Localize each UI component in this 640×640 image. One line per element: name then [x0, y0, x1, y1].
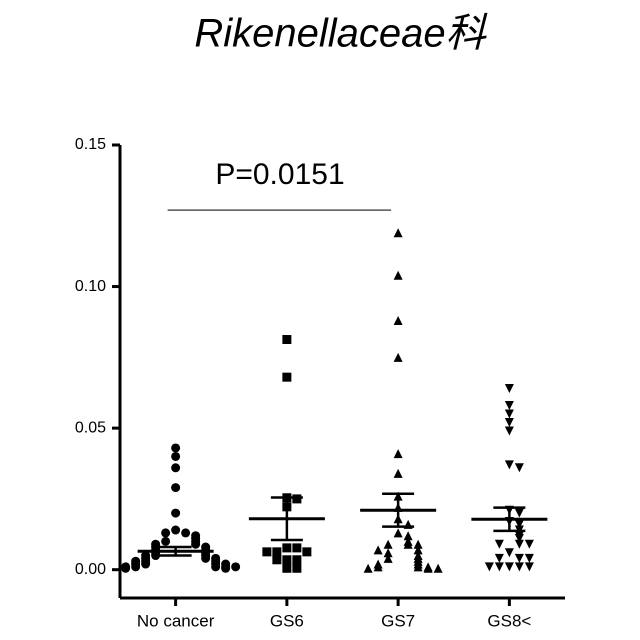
y-tick-label: 0.10 [75, 278, 106, 295]
point [394, 228, 403, 237]
point [505, 384, 514, 393]
point [221, 564, 230, 573]
point [525, 554, 534, 563]
point [384, 540, 393, 549]
point [282, 373, 291, 382]
point [282, 555, 291, 564]
point [515, 562, 524, 571]
point [495, 554, 504, 563]
point [171, 443, 180, 452]
point [394, 316, 403, 325]
point [171, 526, 180, 535]
point [515, 540, 524, 549]
point [181, 528, 190, 537]
point [161, 528, 170, 537]
point [394, 449, 403, 458]
point [434, 564, 443, 573]
point [394, 469, 403, 478]
point [515, 509, 524, 518]
point [525, 562, 534, 571]
point [131, 562, 140, 571]
point [211, 562, 220, 571]
point [292, 555, 301, 564]
point [495, 562, 504, 571]
point [394, 353, 403, 362]
point [495, 540, 504, 549]
point [231, 562, 240, 571]
point [505, 418, 514, 427]
point [171, 452, 180, 461]
point [515, 554, 524, 563]
point [121, 564, 130, 573]
point [171, 509, 180, 518]
point [171, 463, 180, 472]
x-tick-label: GS7 [381, 611, 415, 630]
y-tick-label: 0.00 [75, 561, 106, 578]
point [515, 463, 524, 472]
point [171, 483, 180, 492]
point [394, 528, 403, 537]
point [505, 562, 514, 571]
point [302, 547, 311, 556]
point [505, 409, 514, 418]
point [141, 560, 150, 569]
point [282, 335, 291, 344]
x-tick-label: GS6 [270, 611, 304, 630]
chart: Rikenellaceae科 P=0.0151 0.00 0.05 0.10 0.15… [0, 0, 640, 640]
point [374, 545, 383, 554]
point [364, 564, 373, 573]
annotation: P=0.0151 [215, 158, 344, 191]
point [292, 543, 301, 552]
point [272, 547, 281, 556]
point [525, 540, 534, 549]
point [262, 547, 271, 556]
point [201, 554, 210, 563]
point [282, 543, 291, 552]
point [505, 401, 514, 410]
point [282, 564, 291, 573]
point [272, 555, 281, 564]
point [424, 564, 433, 573]
x-tick-label: GS8< [487, 611, 531, 630]
y-tick-label: 0.15 [75, 136, 106, 153]
point [292, 494, 301, 503]
point [292, 564, 301, 573]
point [505, 548, 514, 557]
point [505, 460, 514, 469]
point [394, 271, 403, 280]
chart-title: Rikenellaceae科 [194, 12, 487, 56]
point [191, 540, 200, 549]
point [505, 426, 514, 435]
y-tick-label: 0.05 [75, 419, 106, 436]
point [161, 537, 170, 546]
point [485, 562, 494, 571]
x-tick-label: No cancer [137, 611, 215, 630]
